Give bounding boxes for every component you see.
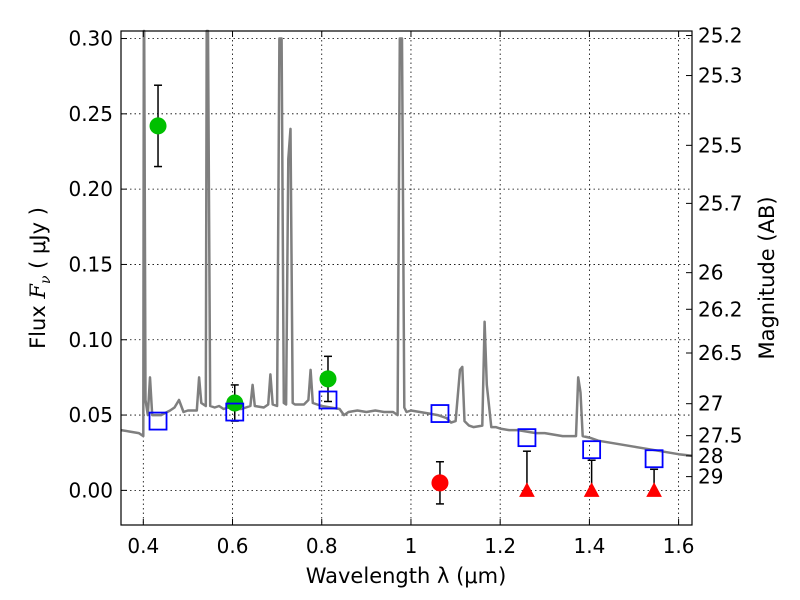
tick-labels: 0.4 0.6 0.8 1 1.2 1.4 1.6 0.30 0.25 0.20 0.15 0.10 0… — [68, 24, 742, 558]
y-axis-title: Flux Fν ( μJy ) — [26, 207, 54, 349]
y2-tick-label: 25.3 — [698, 64, 743, 88]
x-tick-label: 1 — [405, 534, 418, 558]
x-tick-label: 0.4 — [127, 534, 159, 558]
tick-marks — [121, 31, 692, 525]
y-tick-label: 0.05 — [68, 403, 113, 427]
y2-tick-label: 28 — [698, 444, 723, 468]
y2-tick-label: 25.7 — [698, 191, 743, 215]
model-flux-square — [225, 402, 245, 422]
y-tick-label: 0.30 — [68, 27, 113, 51]
y-tick-label: 0.15 — [68, 252, 113, 276]
x-tick-label: 1.2 — [484, 534, 516, 558]
model-flux-square — [318, 390, 338, 410]
template-sed-line — [120, 29, 693, 457]
x-tick-label: 0.6 — [217, 534, 249, 558]
model-flux-square — [148, 411, 168, 431]
x-tick-label: 0.8 — [306, 534, 338, 558]
x-tick-label: 1.6 — [663, 534, 695, 558]
y2-tick-label: 25.5 — [698, 133, 743, 157]
y2-tick-label: 26.2 — [698, 297, 743, 321]
y2-axis-title: Magnitude (AB) — [755, 196, 779, 359]
plot-frame — [120, 30, 693, 526]
upper-limit-triangle — [646, 482, 662, 497]
y2-tick-label: 26 — [698, 261, 723, 285]
y2-tick-label: 29 — [698, 465, 723, 489]
y-tick-label: 0.00 — [68, 478, 113, 502]
model-flux-square — [430, 404, 450, 423]
upper-limit-triangle — [519, 482, 535, 497]
model-flux-square — [644, 449, 664, 469]
x-axis-title: Wavelength λ (μm) — [306, 564, 507, 588]
upper-limit-triangle — [583, 482, 600, 497]
model-flux-square — [582, 440, 602, 460]
marker-layer — [148, 117, 664, 497]
y2-tick-label: 26.5 — [698, 341, 743, 365]
observed-flux-point — [319, 370, 337, 388]
x-tick-label: 1.4 — [573, 534, 605, 558]
y2-tick-label: 25.2 — [698, 24, 743, 48]
y-tick-label: 0.10 — [68, 328, 113, 352]
y-tick-label: 0.20 — [68, 177, 113, 201]
observed-flux-point — [149, 117, 167, 135]
y-tick-label: 0.25 — [68, 102, 113, 126]
low-sn-flux-point — [431, 474, 449, 492]
model-flux-square — [517, 428, 537, 448]
y2-tick-label: 27.5 — [698, 424, 743, 448]
y2-tick-label: 27 — [698, 392, 723, 416]
template-sed-layer — [120, 29, 693, 457]
grid-lines — [121, 31, 692, 525]
